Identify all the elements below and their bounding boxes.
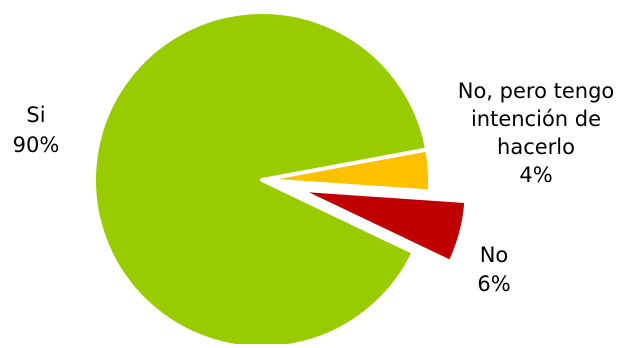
label-si-value: 90% [13,133,60,157]
label-no-value: 6% [477,272,510,296]
label-intencion-line2: intención de [471,107,601,131]
slice-no [296,187,469,264]
label-si-name: Si [26,103,45,127]
slice-si [92,10,430,348]
label-intencion-value: 4% [519,163,552,187]
pie-labels: Si 90% No, pero tengo intención de hacer… [13,79,615,296]
label-no-name: No [480,243,509,267]
label-intencion-line3: hacerlo [497,135,575,159]
label-intencion-line1: No, pero tengo [458,79,615,103]
pie-slices [92,10,469,348]
